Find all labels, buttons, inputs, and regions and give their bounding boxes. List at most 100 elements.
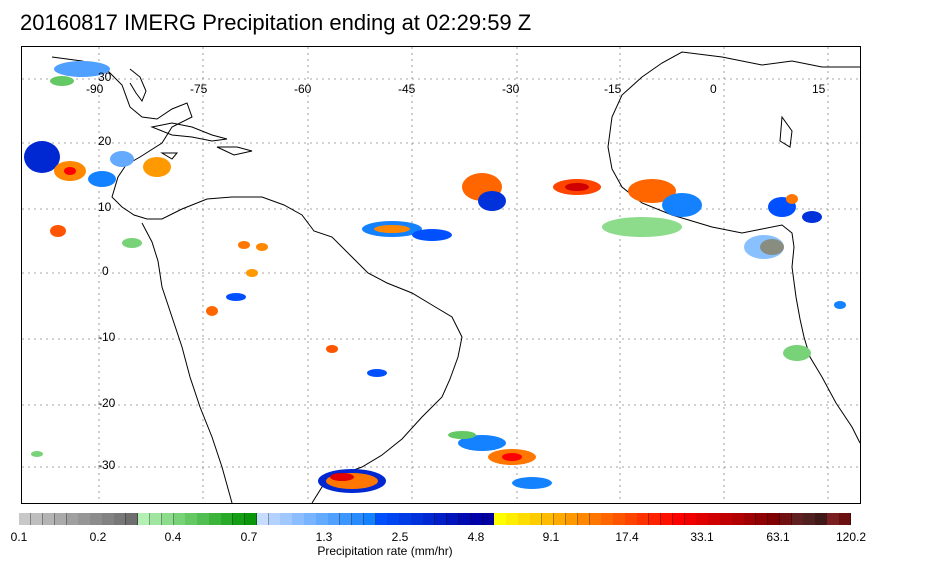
colorbar-tick: 0.2 bbox=[89, 530, 107, 544]
colorbar-cell bbox=[90, 513, 103, 525]
colorbar-cell bbox=[541, 513, 555, 525]
colorbar-tick: 0.7 bbox=[240, 530, 258, 544]
colorbar-cell bbox=[387, 513, 400, 525]
colorbar-tick: 0.4 bbox=[164, 530, 182, 544]
lat-label: 0 bbox=[102, 264, 109, 278]
colorbar-tick: 33.1 bbox=[690, 530, 714, 544]
colorbar-cell bbox=[411, 513, 424, 525]
colorbar-cell bbox=[161, 513, 174, 525]
lat-label: -30 bbox=[98, 458, 116, 472]
map-panel: -90 -75 -60 -45 -30 -15 0 15 30 20 10 0 … bbox=[21, 46, 861, 504]
colorbar-cell bbox=[66, 513, 79, 525]
colorbar-cell bbox=[375, 513, 388, 525]
colorbar-cell bbox=[470, 513, 484, 525]
colorbar-cell bbox=[815, 513, 828, 525]
colorbar-cell bbox=[114, 513, 127, 525]
colorbar-cell bbox=[553, 513, 567, 525]
colorbar-cell bbox=[803, 513, 816, 525]
colorbar-cell bbox=[268, 513, 281, 525]
lon-label: -15 bbox=[604, 82, 622, 96]
colorbar-cell bbox=[732, 513, 745, 525]
colorbar-cell bbox=[19, 513, 32, 525]
colorbar-cell bbox=[625, 513, 638, 525]
lat-label: -10 bbox=[98, 330, 116, 344]
map-title: 20160817 IMERG Precipitation ending at 0… bbox=[20, 10, 532, 35]
colorbar-cell bbox=[244, 513, 258, 525]
lon-label: 15 bbox=[812, 82, 826, 96]
colorbar bbox=[19, 513, 852, 525]
colorbar-cell bbox=[839, 513, 852, 525]
lat-label: 10 bbox=[98, 200, 112, 214]
colorbar-cell bbox=[42, 513, 56, 525]
graticule bbox=[22, 47, 860, 503]
colorbar-cell bbox=[518, 513, 531, 525]
colorbar-cell bbox=[339, 513, 353, 525]
colorbar-cell bbox=[565, 513, 579, 525]
lat-label: 30 bbox=[98, 70, 112, 84]
colorbar-title: Precipitation rate (mm/hr) bbox=[317, 544, 453, 558]
lat-label: -20 bbox=[98, 396, 116, 410]
colorbar-cell bbox=[696, 513, 709, 525]
lon-label: -75 bbox=[190, 82, 208, 96]
colorbar-cell bbox=[280, 513, 293, 525]
colorbar-cell bbox=[173, 513, 186, 525]
precip-field bbox=[24, 61, 846, 493]
colorbar-cell bbox=[423, 513, 436, 525]
colorbar-cell bbox=[446, 513, 460, 525]
lat-labels: 30 20 10 0 -10 -20 -30 bbox=[98, 70, 116, 472]
colorbar-cell bbox=[458, 513, 472, 525]
colorbar-cell bbox=[744, 513, 757, 525]
colorbar-cell bbox=[577, 513, 590, 525]
colorbar-tick: 2.5 bbox=[391, 530, 409, 544]
colorbar-cell bbox=[767, 513, 781, 525]
colorbar-cell bbox=[660, 513, 674, 525]
colorbar-cell bbox=[435, 513, 448, 525]
lat-label: 20 bbox=[98, 134, 112, 148]
colorbar-cell bbox=[755, 513, 769, 525]
colorbar-cell bbox=[648, 513, 662, 525]
colorbar-tick: 4.8 bbox=[467, 530, 485, 544]
colorbar-tick: 9.1 bbox=[542, 530, 560, 544]
lon-label: -60 bbox=[294, 82, 312, 96]
colorbar-cell bbox=[791, 513, 804, 525]
colorbar-cell bbox=[232, 513, 246, 525]
lon-label: -90 bbox=[86, 82, 104, 96]
colorbar-cell bbox=[351, 513, 365, 525]
lon-label: -45 bbox=[398, 82, 416, 96]
colorbar-cell bbox=[672, 513, 686, 525]
colorbar-cell bbox=[482, 513, 495, 525]
colorbar-cell bbox=[30, 513, 44, 525]
colorbar-cell bbox=[530, 513, 543, 525]
colorbar-cell bbox=[328, 513, 341, 525]
colorbar-cell bbox=[708, 513, 721, 525]
colorbar-cell bbox=[779, 513, 793, 525]
colorbar-cell bbox=[197, 513, 210, 525]
colorbar-cell bbox=[827, 513, 840, 525]
coastlines bbox=[51, 51, 860, 503]
colorbar-cell bbox=[78, 513, 91, 525]
colorbar-cell bbox=[601, 513, 614, 525]
colorbar-cell bbox=[256, 513, 270, 525]
colorbar-cell bbox=[363, 513, 377, 525]
lon-label: 0 bbox=[710, 82, 717, 96]
colorbar-cell bbox=[221, 513, 234, 525]
colorbar-cell bbox=[506, 513, 519, 525]
colorbar-cell bbox=[137, 513, 151, 525]
precipitation-map: -90 -75 -60 -45 -30 -15 0 15 30 20 10 0 … bbox=[22, 47, 860, 503]
colorbar-cell bbox=[720, 513, 733, 525]
colorbar-cell bbox=[589, 513, 602, 525]
colorbar-cell bbox=[684, 513, 697, 525]
colorbar-cell bbox=[637, 513, 650, 525]
colorbar-tick: 17.4 bbox=[615, 530, 639, 544]
colorbar-cell bbox=[209, 513, 222, 525]
colorbar-cell bbox=[316, 513, 329, 525]
colorbar-tick: 63.1 bbox=[766, 530, 790, 544]
lon-label: -30 bbox=[502, 82, 520, 96]
colorbar-tick: 1.3 bbox=[315, 530, 333, 544]
colorbar-cell bbox=[399, 513, 412, 525]
colorbar-cell bbox=[304, 513, 317, 525]
colorbar-cell bbox=[613, 513, 626, 525]
lon-labels: -90 -75 -60 -45 -30 -15 0 15 bbox=[86, 82, 826, 96]
colorbar-cell bbox=[292, 513, 305, 525]
colorbar-cell bbox=[185, 513, 198, 525]
